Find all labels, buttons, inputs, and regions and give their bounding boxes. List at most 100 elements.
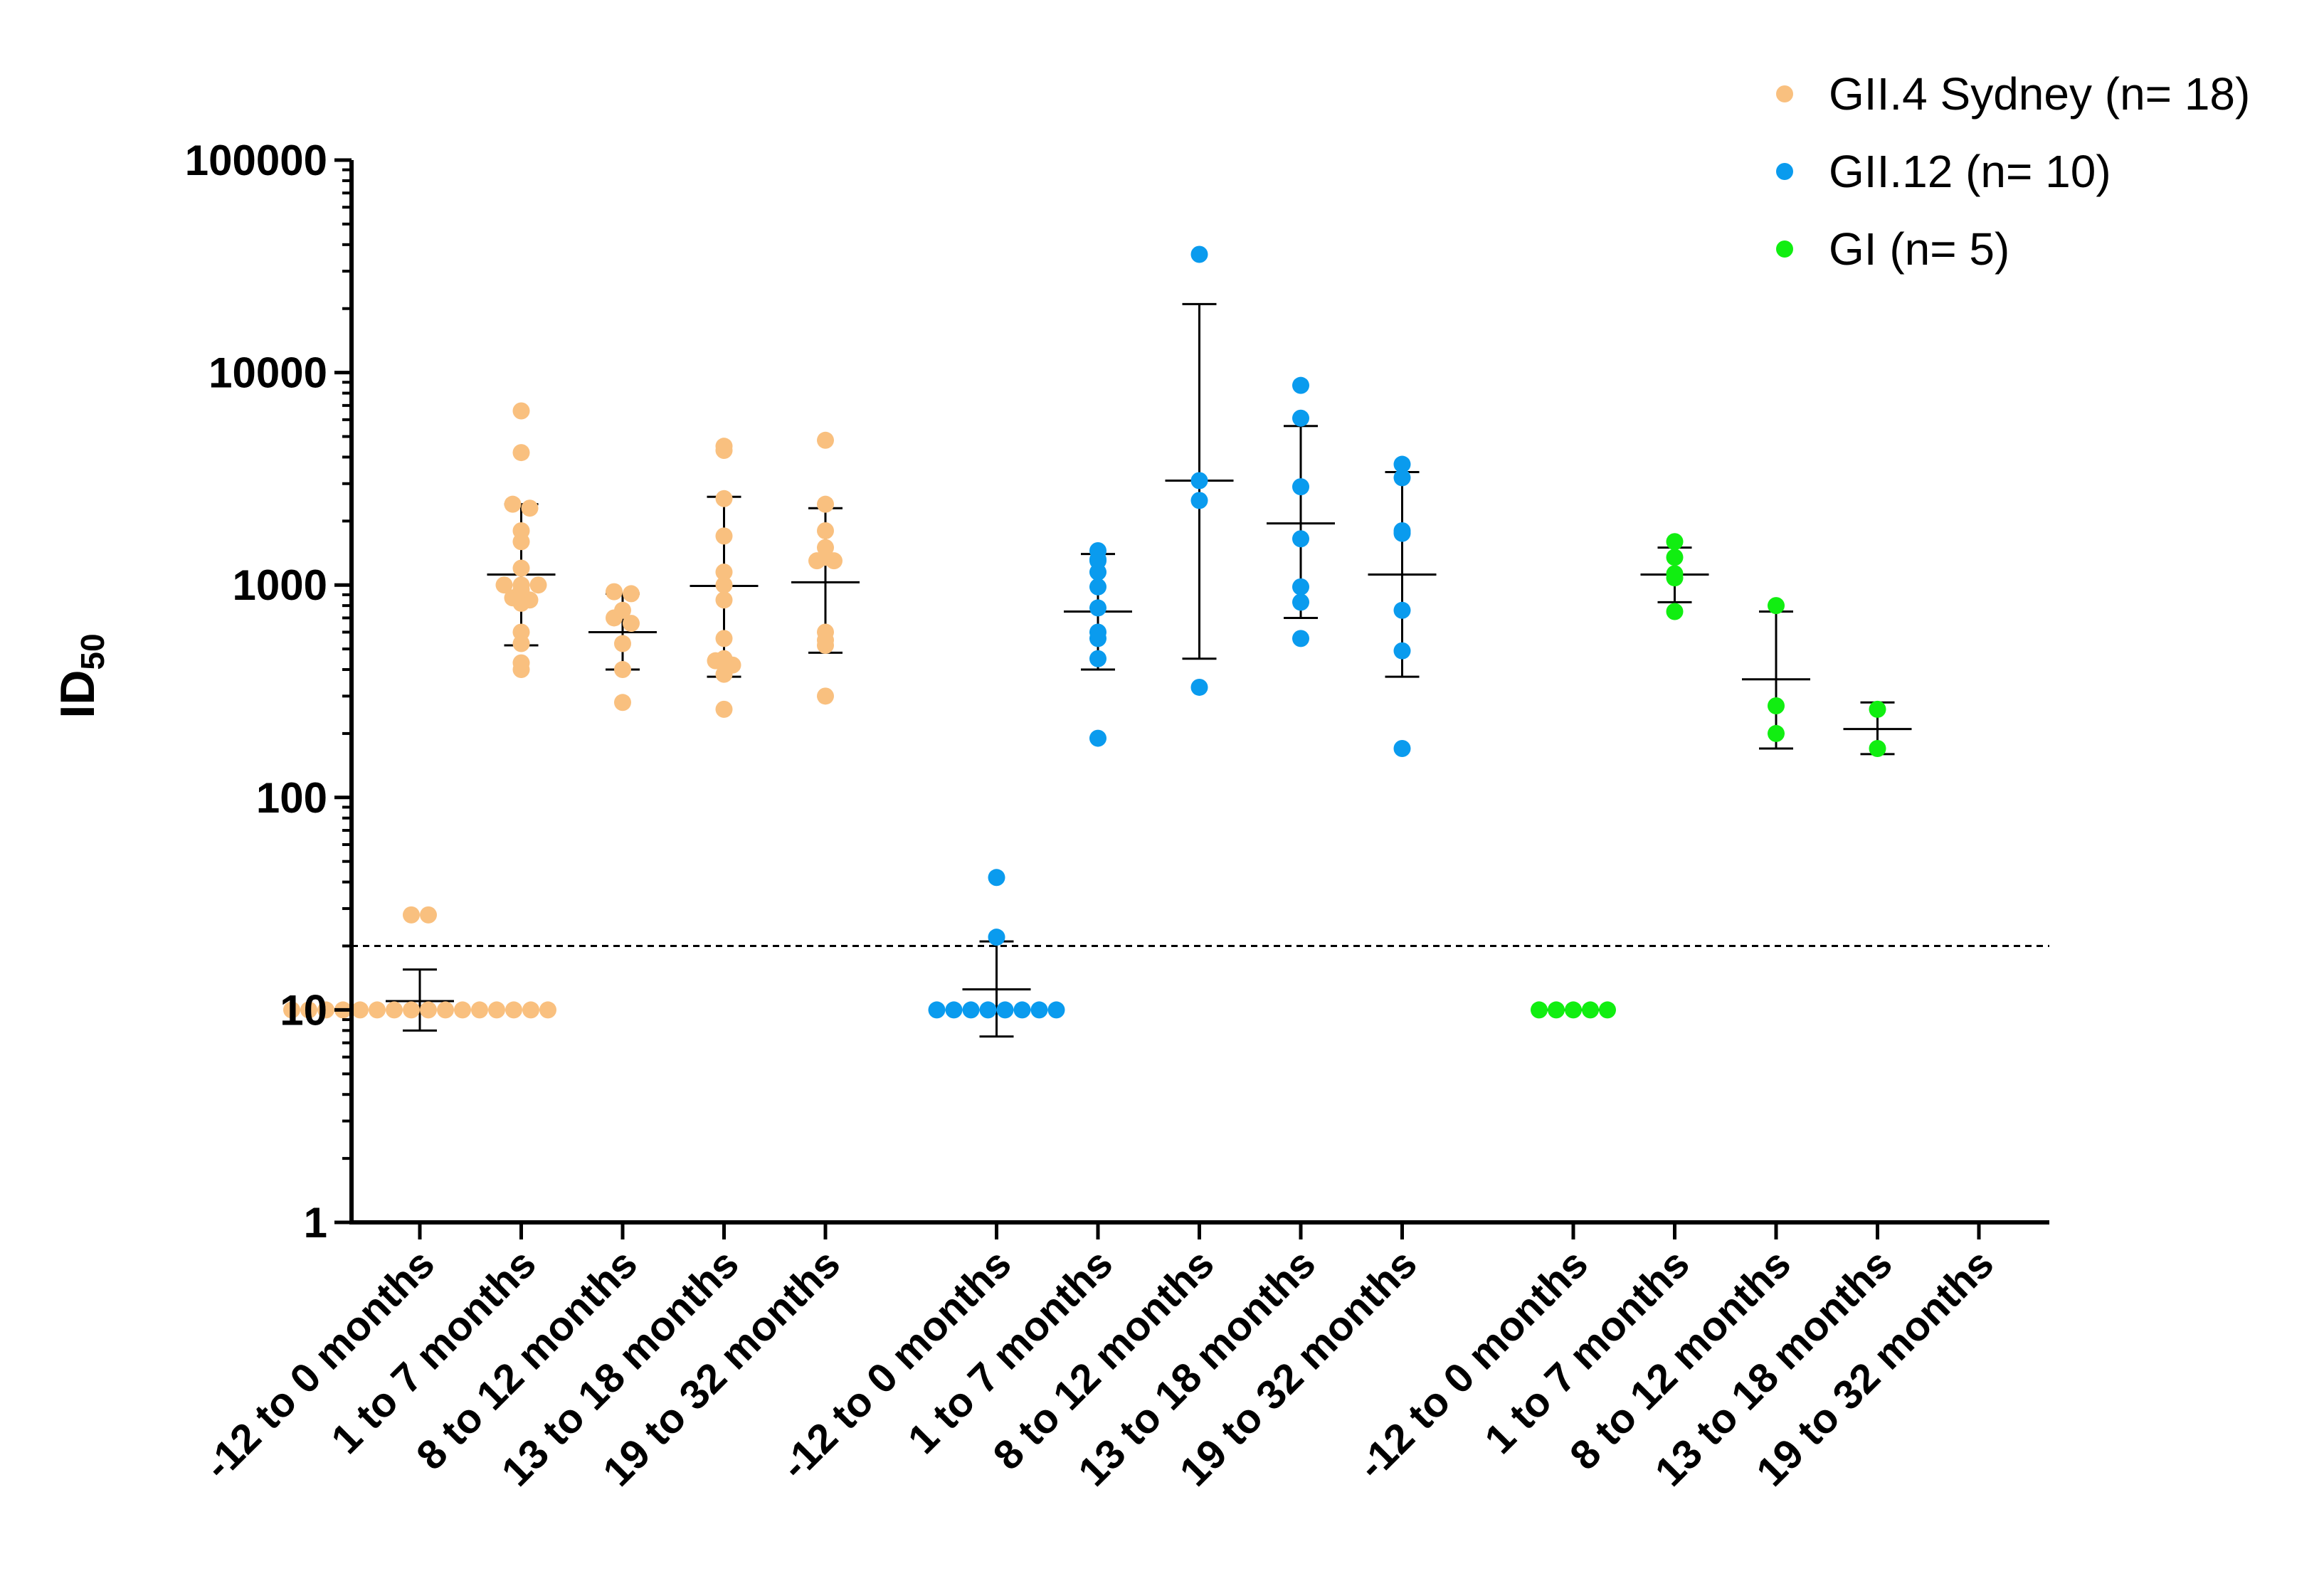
data-point-sydney [715,576,733,594]
data-point-gii12 [1393,739,1411,757]
data-point-gii12 [1393,522,1411,539]
data-point-sydney [817,495,834,513]
data-point-gii12 [1292,593,1309,611]
data-point-sydney [300,1001,317,1019]
data-point-sydney [317,1001,334,1019]
data-point-gii12 [928,1001,946,1019]
legend-marker-sydney [1776,85,1793,102]
data-point-sydney [403,906,420,924]
data-point-sydney [623,615,640,633]
data-point-gi [1565,1001,1582,1019]
data-point-gii12 [1089,578,1106,596]
data-point-gi [1599,1001,1616,1019]
data-point-sydney [495,576,513,594]
legend-marker-gii12 [1776,163,1793,180]
data-point-gi [1768,597,1785,615]
data-point-sydney [512,576,530,594]
data-point-sydney [817,687,834,705]
data-point-gii12 [1292,478,1309,496]
data-point-gii12 [1013,1001,1031,1019]
data-point-gii12 [1292,409,1309,427]
data-point-gii12 [1393,642,1411,660]
data-point-gi [1548,1001,1565,1019]
data-point-sydney [471,1001,488,1019]
data-point-gii12 [962,1001,980,1019]
data-point-gi [1768,724,1785,742]
data-point-sydney [539,1001,556,1019]
data-point-gii12 [945,1001,963,1019]
y-tick-label: 100 [256,774,327,822]
data-point-gi [1666,565,1684,583]
legend-label-gi: GI (n= 5) [1829,223,2009,275]
data-point-gii12 [1393,601,1411,619]
data-point-gii12 [1393,469,1411,487]
data-point-sydney [614,694,631,712]
data-point-gi [1869,700,1886,718]
data-point-sydney [715,527,733,545]
data-point-gi [1869,739,1886,757]
data-point-sydney [715,490,733,507]
data-point-gii12 [988,929,1005,946]
data-point-sydney [352,1001,369,1019]
legend-marker-gi [1776,240,1793,258]
data-point-sydney [817,539,834,556]
data-point-gii12 [988,869,1005,887]
data-point-sydney [715,564,733,581]
data-point-gi [1768,697,1785,714]
data-point-sydney [715,700,733,718]
data-point-sydney [420,906,437,924]
data-point-gii12 [1393,455,1411,473]
data-point-gii12 [1030,1001,1048,1019]
y-tick-label: 1 [304,1199,327,1247]
data-point-sydney [715,591,733,609]
data-point-sydney [715,650,733,667]
y-axis-label: ID50 [51,633,111,718]
data-point-sydney [505,1001,522,1019]
legend-label-gii12: GII.12 (n= 10) [1829,146,2111,197]
data-point-sydney [512,654,530,672]
y-tick-label: 10000 [208,349,327,397]
data-point-sydney [504,495,522,513]
data-point-gi [1666,603,1684,620]
data-point-gii12 [1089,542,1106,560]
data-point-gi [1582,1001,1599,1019]
data-point-gii12 [1190,472,1208,490]
data-point-gii12 [1089,599,1106,617]
data-point-sydney [521,499,539,517]
data-point-sydney [623,585,640,603]
data-point-gii12 [996,1001,1014,1019]
data-point-gii12 [1292,530,1309,548]
data-point-gii12 [1190,245,1208,263]
data-point-gi [1666,533,1684,551]
data-point-sydney [454,1001,471,1019]
data-point-sydney [817,623,834,641]
data-point-sydney [715,630,733,647]
data-point-gi [1666,549,1684,566]
data-point-sydney [512,444,530,462]
y-axis-label-subscript: 50 [74,633,111,670]
data-point-sydney [529,576,547,594]
data-point-gii12 [1089,623,1106,641]
data-point-sydney [817,431,834,449]
data-point-gii12 [1047,1001,1065,1019]
data-point-sydney [488,1001,505,1019]
legend-label-sydney: GII.4 Sydney (n= 18) [1829,68,2250,120]
data-point-sydney [512,559,530,577]
data-point-gii12 [1292,578,1309,596]
y-axis-label-main: ID [51,670,105,719]
data-point-gii12 [1089,650,1106,667]
data-point-sydney [512,623,530,641]
data-point-gii12 [1190,678,1208,696]
data-point-sydney [715,438,733,455]
data-point-sydney [283,1001,300,1019]
data-point-sydney [403,1001,420,1019]
data-point-sydney [606,583,623,601]
data-point-sydney [437,1001,454,1019]
data-point-gii12 [1292,630,1309,647]
data-point-sydney [817,522,834,539]
data-point-gii12 [1089,729,1106,747]
data-point-sydney [512,402,530,420]
data-point-gii12 [1292,376,1309,394]
y-tick-label: 10 [280,986,327,1034]
